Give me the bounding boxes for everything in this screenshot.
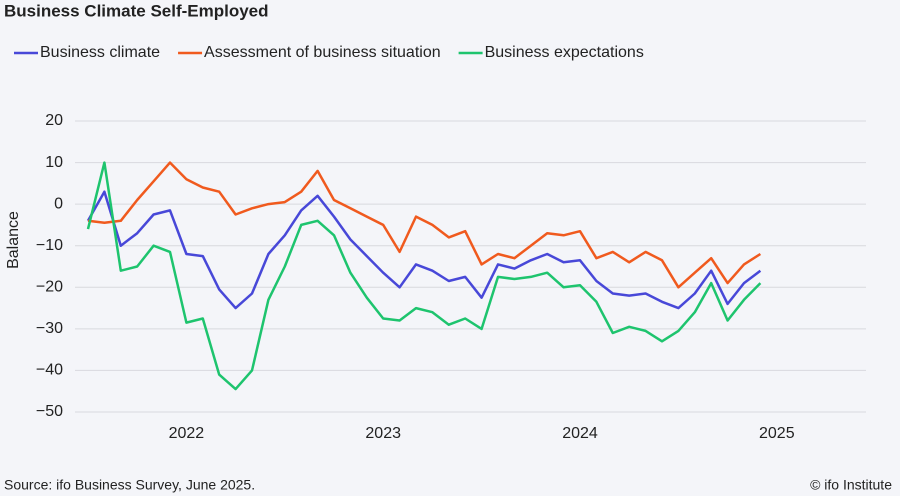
x-tick-label: 2025 <box>759 425 795 442</box>
x-tick-label: 2023 <box>365 425 401 442</box>
line-series <box>86 190 762 310</box>
legend-label: Assessment of business situation <box>204 44 441 61</box>
x-tick-label: 2022 <box>169 425 205 442</box>
y-axis-label: Balance <box>5 211 22 269</box>
credit: © ifo Institute <box>810 477 892 493</box>
y-tick-label: −50 <box>36 403 63 420</box>
y-tick-label: −40 <box>36 362 63 379</box>
source: Source: ifo Business Survey, June 2025. <box>4 477 255 493</box>
line-series <box>87 161 762 289</box>
y-tick-label: 20 <box>45 112 63 129</box>
chart-title: Business Climate Self-Employed <box>4 1 269 20</box>
y-tick-label: 10 <box>45 154 63 171</box>
y-tick-label: −30 <box>36 320 63 337</box>
y-tick-label: −20 <box>36 279 63 296</box>
x-tick-label: 2024 <box>562 425 598 442</box>
legend-label: Business climate <box>40 44 160 61</box>
y-tick-label: −10 <box>36 237 63 254</box>
legend-label: Business expectations <box>485 44 644 61</box>
y-tick-label: 0 <box>54 195 63 212</box>
line-series <box>86 161 762 391</box>
